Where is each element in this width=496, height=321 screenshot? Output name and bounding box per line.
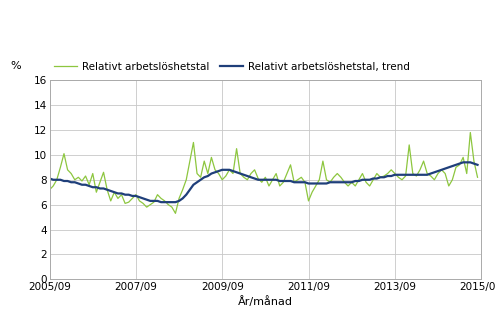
Relativt arbetslöshetstal, trend [460, 160, 466, 164]
Relativt arbetslöshetstal, trend [158, 200, 164, 204]
Relativt arbetslöshetstal [162, 199, 168, 203]
Relativt arbetslöshetstal [173, 212, 179, 215]
Relativt arbetslöshetstal [47, 188, 53, 192]
Relativt arbetslöshetstal [475, 175, 481, 179]
Relativt arbetslöshetstal [467, 131, 473, 134]
Text: %: % [10, 61, 20, 71]
X-axis label: År/månad: År/månad [238, 296, 293, 307]
Relativt arbetslöshetstal, trend [288, 179, 294, 183]
Relativt arbetslöshetstal, trend [47, 177, 53, 180]
Relativt arbetslöshetstal, trend [388, 174, 394, 178]
Relativt arbetslöshetstal, trend [136, 195, 142, 199]
Relativt arbetslöshetstal, trend [475, 163, 481, 167]
Relativt arbetslöshetstal [345, 184, 351, 188]
Line: Relativt arbetslöshetstal: Relativt arbetslöshetstal [50, 133, 478, 213]
Relativt arbetslöshetstal, trend [345, 180, 351, 184]
Legend: Relativt arbetslöshetstal, Relativt arbetslöshetstal, trend: Relativt arbetslöshetstal, Relativt arbe… [50, 58, 414, 76]
Relativt arbetslöshetstal, trend [467, 160, 473, 164]
Relativt arbetslöshetstal [136, 199, 142, 203]
Relativt arbetslöshetstal [464, 172, 470, 176]
Relativt arbetslöshetstal [388, 168, 394, 172]
Line: Relativt arbetslöshetstal, trend: Relativt arbetslöshetstal, trend [50, 162, 478, 202]
Relativt arbetslöshetstal, trend [165, 200, 171, 204]
Relativt arbetslöshetstal [288, 163, 294, 167]
